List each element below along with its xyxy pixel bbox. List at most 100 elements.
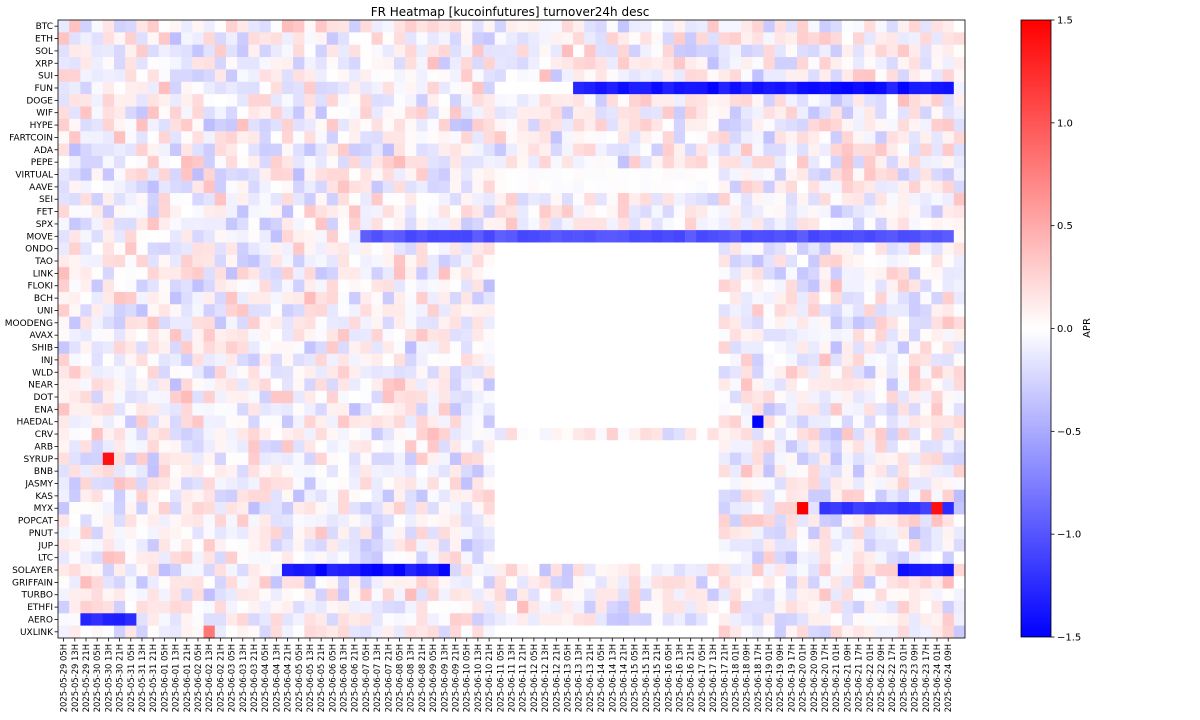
heatmap-cell — [640, 452, 652, 466]
heatmap-cell — [550, 440, 563, 453]
heatmap-cell — [517, 106, 529, 120]
heatmap-cell — [438, 242, 451, 256]
heatmap-cell — [393, 94, 406, 107]
heatmap-cell — [606, 230, 619, 243]
heatmap-cell — [382, 279, 395, 293]
heatmap-cell — [360, 613, 372, 626]
heatmap-cell — [830, 489, 843, 503]
heatmap-cell — [584, 20, 596, 33]
heatmap-cell — [729, 588, 742, 602]
heatmap-cell — [270, 464, 283, 478]
heatmap-cell — [629, 131, 641, 144]
heatmap-cell — [685, 353, 697, 367]
heatmap-cell — [136, 57, 148, 70]
heatmap-cell — [225, 205, 238, 219]
heatmap-cell — [718, 366, 731, 379]
y-tick-label: POPCAT — [18, 517, 54, 527]
heatmap-cell — [909, 539, 921, 552]
heatmap-cell — [326, 613, 339, 626]
heatmap-cell — [360, 217, 372, 231]
heatmap-cell — [304, 366, 316, 379]
heatmap-cell — [685, 563, 697, 577]
heatmap-cell — [136, 353, 148, 367]
heatmap-cell — [405, 576, 417, 589]
x-tick-label: 2025-06-02 13H — [204, 644, 214, 712]
heatmap-cell — [808, 551, 820, 565]
heatmap-cell — [393, 143, 406, 157]
heatmap-cell — [584, 193, 596, 206]
heatmap-cell — [741, 563, 753, 577]
heatmap-cell — [774, 477, 787, 490]
heatmap-cell — [808, 155, 820, 169]
heatmap-cell — [617, 600, 630, 614]
heatmap-cell — [573, 464, 585, 478]
heatmap-cell — [550, 242, 563, 256]
heatmap-cell — [147, 242, 160, 256]
heatmap-cell — [136, 242, 148, 256]
heatmap-cell — [673, 168, 686, 181]
heatmap-cell — [326, 230, 339, 243]
heatmap-cell — [864, 563, 876, 577]
heatmap-cell — [864, 193, 876, 206]
heatmap-cell — [293, 242, 305, 256]
heatmap-cell — [819, 193, 831, 206]
heatmap-cell — [360, 477, 372, 490]
heatmap-cell — [382, 32, 395, 46]
y-tick-label: ARB — [34, 442, 53, 452]
y-axis: BTCETHSOLXRPSUIFUNDOGEWIFHYPEFARTCOINADA… — [5, 22, 58, 638]
heatmap-cell — [371, 477, 384, 490]
heatmap-cell — [931, 57, 943, 70]
x-tick-label: 2025-06-11 21H — [518, 644, 528, 712]
heatmap-cell — [763, 155, 775, 169]
heatmap-cell — [942, 69, 955, 83]
heatmap-cell — [886, 464, 899, 478]
heatmap-cell — [696, 341, 708, 355]
heatmap-cell — [584, 403, 596, 416]
heatmap-cell — [58, 118, 70, 132]
heatmap-cell — [214, 44, 227, 58]
heatmap-cell — [483, 106, 496, 120]
heatmap-cell — [293, 353, 305, 367]
heatmap-cell — [69, 242, 81, 256]
heatmap-cell — [629, 44, 641, 58]
heatmap-cell — [494, 143, 507, 157]
heatmap-cell — [528, 526, 540, 540]
heatmap-cell — [449, 217, 462, 231]
heatmap-cell — [953, 427, 966, 441]
heatmap-cell — [953, 539, 966, 552]
heatmap-cell — [136, 20, 148, 33]
heatmap-cell — [931, 576, 943, 589]
heatmap-cell — [897, 193, 910, 206]
heatmap-cell — [741, 180, 753, 194]
heatmap-cell — [673, 291, 686, 305]
heatmap-cell — [214, 94, 227, 107]
heatmap-cell — [696, 118, 708, 132]
heatmap-cell — [438, 155, 451, 169]
heatmap-cell — [561, 44, 574, 58]
heatmap-cell — [651, 403, 663, 416]
heatmap-cell — [461, 452, 473, 466]
heatmap-cell — [169, 600, 182, 614]
heatmap-cell — [864, 279, 876, 293]
heatmap-cell — [640, 489, 652, 503]
heatmap-cell — [875, 341, 887, 355]
heatmap-cell — [248, 588, 260, 602]
heatmap-cell — [438, 353, 451, 367]
heatmap-cell — [315, 131, 328, 144]
heatmap-cell — [270, 588, 283, 602]
heatmap-cell — [741, 230, 753, 243]
heatmap-cell — [841, 20, 854, 33]
heatmap-cell — [326, 403, 339, 416]
x-tick-label: 2025-06-06 21H — [350, 644, 360, 712]
heatmap-cell — [606, 316, 619, 330]
heatmap-cell — [248, 625, 260, 639]
heatmap-cell — [494, 168, 507, 181]
heatmap-cell — [449, 94, 462, 107]
heatmap-cell — [349, 452, 361, 466]
heatmap-cell — [774, 489, 787, 503]
heatmap-cell — [393, 205, 406, 219]
heatmap-cell — [416, 514, 428, 528]
heatmap-cell — [573, 514, 585, 528]
heatmap-cell — [942, 230, 955, 243]
heatmap-cell — [797, 131, 809, 144]
